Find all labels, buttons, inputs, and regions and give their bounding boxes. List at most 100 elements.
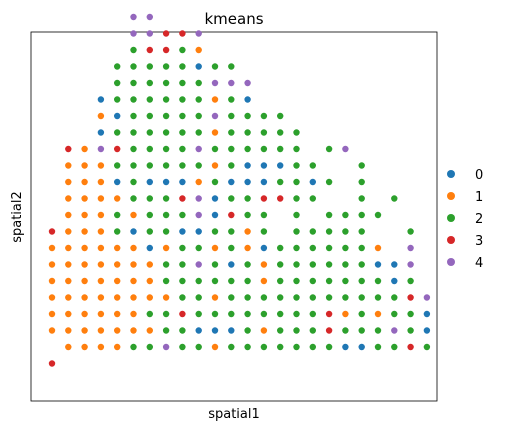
data-point <box>309 277 316 285</box>
data-point <box>146 13 153 21</box>
data-point <box>130 162 137 169</box>
data-point <box>195 244 202 252</box>
data-point <box>97 145 105 153</box>
data-point <box>179 162 186 169</box>
data-point <box>114 244 121 252</box>
data-point <box>391 343 398 351</box>
data-point <box>179 145 186 153</box>
data-point <box>81 211 88 219</box>
data-point <box>342 277 349 285</box>
data-point <box>162 178 170 186</box>
data-point <box>179 112 186 120</box>
data-point <box>48 294 56 301</box>
data-point <box>48 327 56 334</box>
data-point <box>179 178 186 186</box>
data-point <box>374 343 382 351</box>
data-point <box>228 145 235 153</box>
data-point <box>293 129 300 136</box>
data-point <box>309 178 316 186</box>
data-point <box>130 145 137 153</box>
data-point <box>423 343 431 351</box>
data-point <box>179 261 186 268</box>
data-point <box>130 96 137 103</box>
data-point <box>374 261 382 268</box>
data-point <box>325 277 333 285</box>
data-point <box>48 277 56 285</box>
data-point <box>81 343 88 351</box>
data-point <box>146 145 153 153</box>
data-point <box>146 343 153 351</box>
data-point <box>244 145 251 153</box>
data-point <box>130 310 137 318</box>
data-point <box>309 228 316 235</box>
data-point <box>162 228 170 235</box>
data-point <box>374 310 382 318</box>
data-point <box>277 261 284 268</box>
data-point <box>162 145 170 153</box>
data-point <box>162 294 170 301</box>
data-point <box>130 244 137 252</box>
data-point <box>260 343 268 351</box>
data-point <box>260 228 268 235</box>
data-point <box>211 310 219 318</box>
data-point <box>342 294 349 301</box>
data-point <box>97 261 105 268</box>
legend: 0 1 2 3 4 <box>447 168 483 271</box>
data-point <box>211 96 219 103</box>
data-point <box>423 327 431 334</box>
data-point <box>179 294 186 301</box>
data-point <box>130 294 137 301</box>
data-point <box>358 277 365 285</box>
data-point <box>277 178 284 186</box>
data-point <box>114 228 121 235</box>
data-point <box>260 261 268 268</box>
data-point <box>260 162 268 169</box>
data-point <box>65 277 72 285</box>
data-point <box>407 294 414 301</box>
data-point <box>179 310 186 318</box>
data-point <box>293 211 300 219</box>
data-point <box>260 178 268 186</box>
data-point <box>211 129 219 136</box>
data-point <box>146 63 153 70</box>
data-point <box>146 46 153 54</box>
data-point <box>195 162 202 169</box>
data-point <box>162 112 170 120</box>
data-point <box>114 195 121 202</box>
data-point <box>260 327 268 334</box>
data-point <box>130 46 137 54</box>
legend-marker <box>447 258 455 266</box>
data-point <box>228 261 235 268</box>
data-point <box>195 343 202 351</box>
data-point <box>97 162 105 169</box>
data-point <box>146 195 153 202</box>
data-point <box>114 96 121 103</box>
data-point <box>293 162 300 169</box>
data-point <box>293 343 300 351</box>
data-point <box>146 228 153 235</box>
data-point <box>195 30 202 37</box>
data-point <box>293 310 300 318</box>
data-point <box>195 327 202 334</box>
data-point <box>146 310 153 318</box>
data-point <box>81 228 88 235</box>
data-point <box>146 162 153 169</box>
data-point <box>162 310 170 318</box>
data-point <box>374 277 382 285</box>
data-point <box>391 310 398 318</box>
chart-title: kmeans <box>204 10 263 28</box>
data-point <box>293 277 300 285</box>
data-point <box>130 13 137 21</box>
data-point <box>244 112 251 120</box>
data-point <box>228 96 235 103</box>
data-point <box>228 178 235 186</box>
data-point <box>325 310 333 318</box>
data-point <box>309 195 316 202</box>
data-point <box>228 294 235 301</box>
data-point <box>114 261 121 268</box>
data-point <box>244 244 251 252</box>
legend-label: 3 <box>475 234 483 249</box>
y-axis-label: spatial2 <box>10 191 25 243</box>
data-point <box>228 211 235 219</box>
legend-marker <box>447 214 455 222</box>
